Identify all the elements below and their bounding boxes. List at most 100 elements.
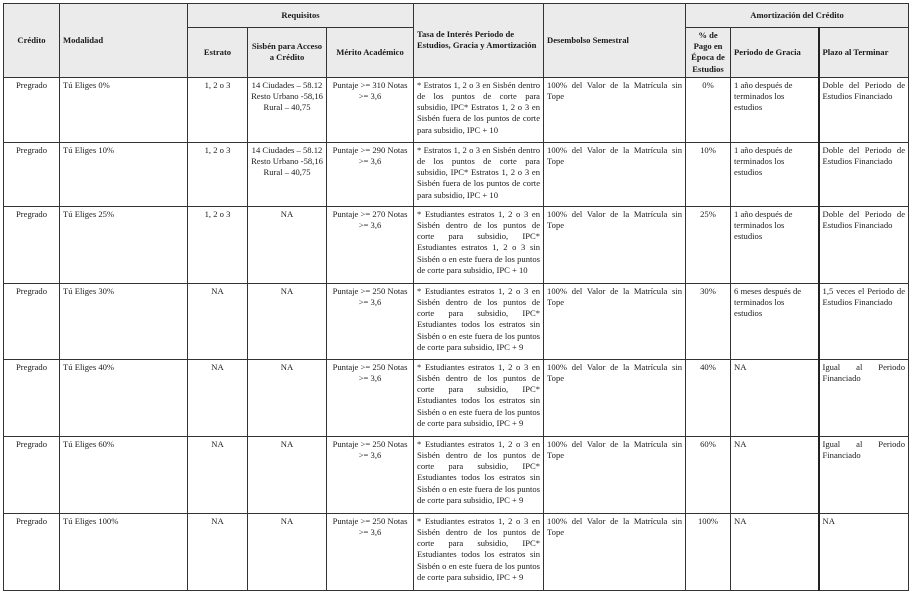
cell-tasa: * Estudiantes estratos 1, 2 o 3 en Sisbé… xyxy=(413,205,545,284)
cell-credito: Pregrado xyxy=(3,358,60,437)
cell-modalidad: Tú Eliges 30% xyxy=(59,282,188,360)
cell-sisben: NA xyxy=(247,205,327,284)
cell-desembolso: 100% del Valor de la Matrícula sin Tope xyxy=(543,282,687,360)
cell-merito: Puntaje >= 290 Notas >= 3,6 xyxy=(325,141,415,207)
sisben-line: Rural – 40,75 xyxy=(263,102,311,113)
cell-merito: Puntaje >= 250 Notas >= 3,6 xyxy=(325,282,415,360)
cell-tasa: * Estudiantes estratos 1, 2 o 3 en Sisbé… xyxy=(413,358,545,437)
cell-credito: Pregrado xyxy=(3,76,60,143)
cell-modalidad: Tú Eliges 40% xyxy=(59,358,188,437)
header-tasa: Tasa de Interés Periodo de Estudios, Gra… xyxy=(413,3,545,78)
cell-plazo: 1,5 veces el Periodo de Estudios Financi… xyxy=(817,282,910,360)
sisben-line: NA xyxy=(280,361,294,372)
header-estrato: Estrato xyxy=(187,27,248,78)
cell-credito: Pregrado xyxy=(3,282,60,360)
header-plazo: Plazo al Terminar xyxy=(817,27,910,78)
cell-modalidad: Tú Eliges 0% xyxy=(59,76,188,143)
header-sisben: Sisbén para Acceso a Crédito xyxy=(247,27,327,78)
header-credito: Crédito xyxy=(3,3,60,78)
cell-estrato: 1, 2 o 3 xyxy=(187,205,248,284)
table-row: Pregrado Tú Eliges 30% NA NA Puntaje >= 250 … xyxy=(3,282,910,360)
table-row: Pregrado Tú Eliges 60% NA NA Puntaje >= 250 … xyxy=(3,435,910,514)
cell-credito: Pregrado xyxy=(3,141,60,207)
cell-gracia: NA xyxy=(730,358,820,437)
cell-pago: 25% xyxy=(685,205,732,284)
sisben-line: NA xyxy=(280,515,294,526)
cell-plazo: NA xyxy=(817,512,910,591)
sisben-line: NA xyxy=(280,438,294,449)
cell-estrato: NA xyxy=(187,282,248,360)
cell-modalidad: Tú Eliges 10% xyxy=(59,141,188,207)
cell-modalidad: Tú Eliges 100% xyxy=(59,512,188,591)
sisben-line: 14 Ciudades – 58.12 xyxy=(251,144,323,155)
cell-desembolso: 100% del Valor de la Matrícula sin Tope xyxy=(543,512,687,591)
header-merito: Mérito Académico xyxy=(325,27,415,78)
sisben-line: 14 Ciudades – 58.12 xyxy=(251,79,323,90)
cell-gracia: NA xyxy=(730,435,820,514)
cell-desembolso: 100% del Valor de la Matrícula sin Tope xyxy=(543,141,687,207)
cell-pago: 30% xyxy=(685,282,732,360)
cell-gracia: 1 año después de terminados los estudios xyxy=(730,205,820,284)
cell-estrato: NA xyxy=(187,512,248,591)
header-pago: % de Pago en Época de Estudios xyxy=(685,27,732,78)
cell-gracia: 1 año después de terminados los estudios xyxy=(730,76,820,143)
cell-desembolso: 100% del Valor de la Matrícula sin Tope xyxy=(543,435,687,514)
cell-sisben: NA xyxy=(247,512,327,591)
cell-tasa: * Estudiantes estratos 1, 2 o 3 en Sisbé… xyxy=(413,435,545,514)
cell-sisben: 14 Ciudades – 58.12 Resto Urbano -58,16 Ru… xyxy=(247,76,327,143)
credit-modalities-table: Crédito Modalidad Requisitos Tasa de Int… xyxy=(3,3,910,591)
cell-desembolso: 100% del Valor de la Matrícula sin Tope xyxy=(543,76,687,143)
cell-sisben: NA xyxy=(247,435,327,514)
cell-desembolso: 100% del Valor de la Matrícula sin Tope xyxy=(543,205,687,284)
cell-plazo: Igual al Periodo Financiado xyxy=(817,358,910,437)
cell-merito: Puntaje >= 310 Notas >= 3,6 xyxy=(325,76,415,143)
cell-gracia: 1 año después de terminados los estudios xyxy=(730,141,820,207)
cell-tasa: * Estudiantes estratos 1, 2 o 3 en Sisbé… xyxy=(413,282,545,360)
cell-modalidad: Tú Eliges 25% xyxy=(59,205,188,284)
cell-sisben: NA xyxy=(247,358,327,437)
header-gracia: Periodo de Gracia xyxy=(730,27,820,78)
cell-credito: Pregrado xyxy=(3,512,60,591)
cell-credito: Pregrado xyxy=(3,435,60,514)
cell-pago: 40% xyxy=(685,358,732,437)
sisben-line: Resto Urbano -58,16 xyxy=(251,91,323,102)
cell-estrato: 1, 2 o 3 xyxy=(187,141,248,207)
cell-merito: Puntaje >= 270 Notas >= 3,6 xyxy=(325,205,415,284)
cell-estrato: NA xyxy=(187,435,248,514)
header-requisitos: Requisitos xyxy=(186,3,415,28)
header-modalidad: Modalidad xyxy=(59,3,188,78)
table-row: Pregrado Tú Eliges 40% NA NA Puntaje >= 250 … xyxy=(3,358,910,437)
cell-gracia: NA xyxy=(730,512,820,591)
cell-merito: Puntaje >= 250 Notas >= 3,6 xyxy=(325,512,415,591)
cell-pago: 0% xyxy=(685,76,732,143)
cell-pago: 10% xyxy=(685,141,732,207)
cell-plazo: Igual al Periodo Financiado xyxy=(817,435,910,514)
cell-estrato: 1, 2 o 3 xyxy=(187,76,248,143)
cell-tasa: * Estratos 1, 2 o 3 en Sisbén dentro de … xyxy=(413,141,545,207)
sisben-line: NA xyxy=(280,285,294,296)
cell-plazo: Doble del Periodo de Estudios Financiado xyxy=(817,141,910,207)
sisben-line: Rural – 40,75 xyxy=(263,167,311,178)
cell-estrato: NA xyxy=(187,358,248,437)
cell-tasa: * Estudiantes estratos 1, 2 o 3 en Sisbé… xyxy=(413,512,545,591)
cell-sisben: 14 Ciudades – 58.12 Resto Urbano -58,16 Ru… xyxy=(247,141,327,207)
cell-merito: Puntaje >= 250 Notas >= 3,6 xyxy=(325,358,415,437)
header-desembolso: Desembolso Semestral xyxy=(543,3,687,78)
header-amortizacion: Amortización del Crédito xyxy=(685,3,910,28)
cell-modalidad: Tú Eliges 60% xyxy=(59,435,188,514)
cell-merito: Puntaje >= 250 Notas >= 3,6 xyxy=(325,435,415,514)
cell-plazo: Doble del Periodo de Estudios Financiado xyxy=(817,205,910,284)
cell-gracia: 6 meses después de terminados los estudi… xyxy=(730,282,820,360)
table-row: Pregrado Tú Eliges 0% 1, 2 o 3 14 Ciudades … xyxy=(3,76,910,143)
cell-credito: Pregrado xyxy=(3,205,60,284)
sisben-line: NA xyxy=(280,208,294,219)
sisben-line: Resto Urbano -58,16 xyxy=(251,156,323,167)
cell-sisben: NA xyxy=(247,282,327,360)
table-row: Pregrado Tú Eliges 25% 1, 2 o 3 NA Puntaje >… xyxy=(3,205,910,284)
cell-pago: 60% xyxy=(685,435,732,514)
cell-pago: 100% xyxy=(685,512,732,591)
cell-plazo: Doble del Periodo de Estudios Financiado xyxy=(817,76,910,143)
table-row: Pregrado Tú Eliges 10% 1, 2 o 3 14 Ciudades… xyxy=(3,141,910,207)
table-row: Pregrado Tú Eliges 100% NA NA Puntaje >= 250… xyxy=(3,512,910,591)
cell-desembolso: 100% del Valor de la Matrícula sin Tope xyxy=(543,358,687,437)
